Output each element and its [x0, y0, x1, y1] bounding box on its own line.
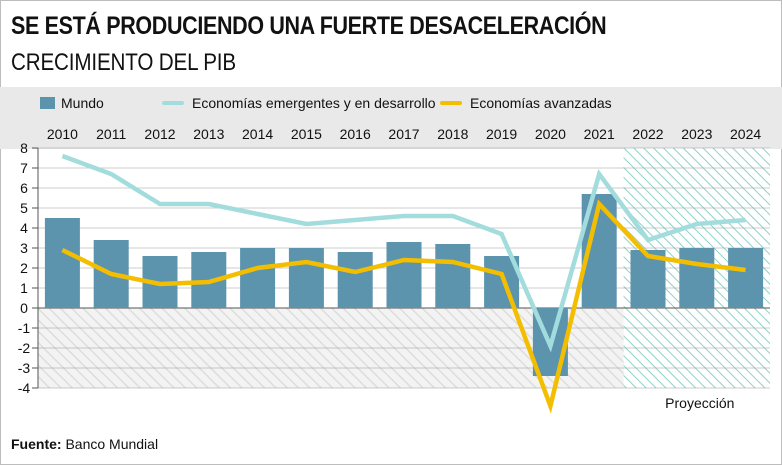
- y-tick-label: 5: [20, 200, 28, 216]
- line-emerging-economies: [61, 153, 746, 353]
- line-advanced-economies: [61, 199, 746, 414]
- x-tick-label: 2012: [144, 126, 175, 142]
- x-tick-label: 2014: [242, 126, 273, 142]
- y-tick-label: 3: [20, 240, 28, 256]
- x-tick-label: 2013: [193, 126, 224, 142]
- y-tick-label: 7: [20, 160, 28, 176]
- bar-mundo: [288, 248, 324, 308]
- y-tick-label: -3: [18, 360, 31, 376]
- projection-label: Proyección: [665, 395, 734, 411]
- legend-swatch-emerging: [162, 101, 184, 105]
- bar-mundo: [44, 218, 80, 308]
- legend-swatch-advanced: [440, 101, 462, 105]
- legend-band: [0, 87, 782, 149]
- source-text: Banco Mundial: [65, 436, 159, 452]
- bar-mundo: [679, 248, 715, 308]
- y-tick-label: 0: [20, 300, 28, 316]
- x-tick-label: 2015: [291, 126, 322, 142]
- legend-label-advanced: Economías avanzadas: [470, 95, 612, 111]
- bar-mundo: [386, 242, 422, 308]
- x-tick-label: 2021: [584, 126, 615, 142]
- x-tick-label: 2024: [730, 126, 761, 142]
- x-tick-label: 2017: [388, 126, 419, 142]
- x-tick-label: 2018: [437, 126, 468, 142]
- page-title: SE ESTÁ PRODUCIENDO UNA FUERTE DESACELER…: [11, 12, 607, 40]
- y-tick-label: 1: [20, 280, 28, 296]
- y-tick-label: 8: [20, 140, 28, 156]
- y-tick-label: -1: [18, 320, 31, 336]
- legend-label-world: Mundo: [61, 95, 104, 111]
- y-tick-label: 2: [20, 260, 28, 276]
- y-tick-label: -4: [18, 380, 31, 396]
- source-label: Fuente:: [11, 436, 62, 452]
- x-tick-label: 2019: [486, 126, 517, 142]
- x-tick-label: 2023: [681, 126, 712, 142]
- x-tick-label: 2010: [47, 126, 78, 142]
- y-tick-label: 4: [20, 220, 28, 236]
- bar-mundo: [435, 244, 471, 308]
- legend-item-emerging: Economías emergentes y en desarrollo: [162, 94, 436, 112]
- y-tick-label: 6: [20, 180, 28, 196]
- legend-swatch-world: [40, 97, 55, 109]
- chart-subtitle: CRECIMIENTO DEL PIB: [11, 49, 236, 76]
- y-tick-label: -2: [18, 340, 31, 356]
- legend-item-advanced: Economías avanzadas: [440, 94, 612, 112]
- bar-mundo: [240, 248, 276, 308]
- source-note: Fuente: Banco Mundial: [11, 436, 158, 452]
- x-tick-label: 2016: [340, 126, 371, 142]
- x-tick-label: 2022: [632, 126, 663, 142]
- bar-mundo: [337, 252, 373, 308]
- legend-item-world: Mundo: [40, 94, 104, 112]
- bar-mundo: [728, 248, 764, 308]
- legend-label-emerging: Economías emergentes y en desarrollo: [192, 95, 436, 111]
- x-tick-label: 2020: [535, 126, 566, 142]
- x-tick-label: 2011: [96, 126, 126, 142]
